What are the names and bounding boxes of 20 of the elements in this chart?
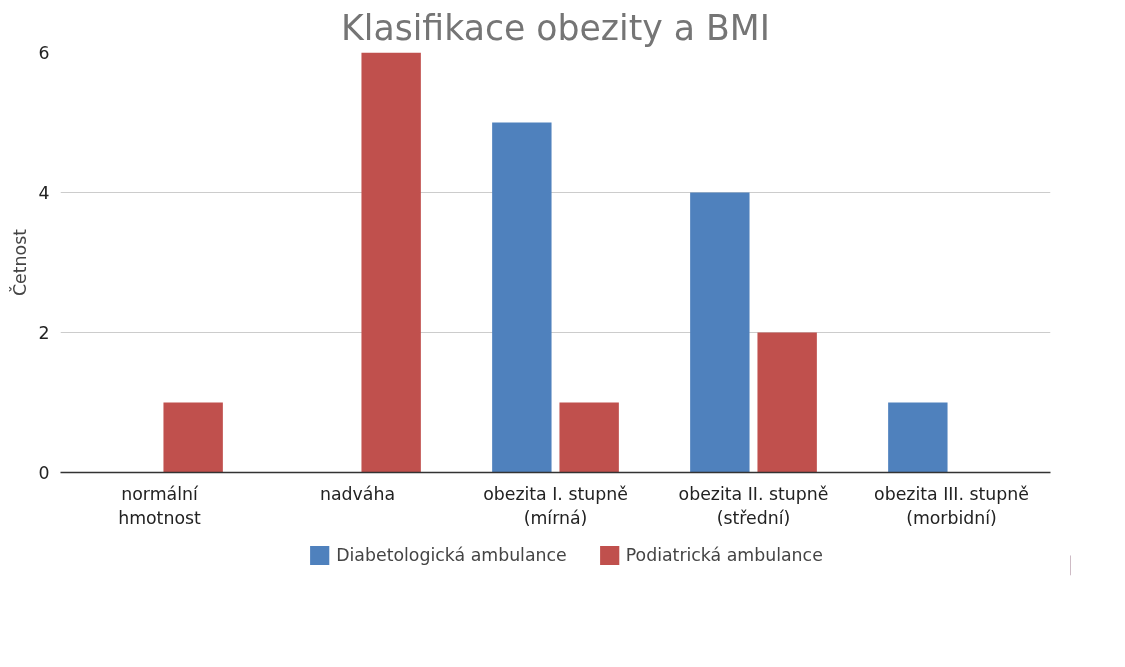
x-tick-label: normální hmotnost xyxy=(118,483,202,528)
bar xyxy=(757,332,817,473)
y-tick-label: 4 xyxy=(38,183,50,203)
bar xyxy=(888,402,948,473)
legend-label: Diabetologická ambulance xyxy=(336,545,567,565)
bar xyxy=(163,402,223,473)
chart-title: Klasifikace obezity a BMI xyxy=(341,7,770,48)
x-tick-label: obezita II. stupně (střední) xyxy=(678,483,829,528)
y-tick-label: 0 xyxy=(38,463,50,483)
bar xyxy=(559,402,619,473)
y-axis-title: Četnost xyxy=(9,228,31,296)
x-tick-label: obezita I. stupně (mírná) xyxy=(483,483,628,528)
x-tick-label: nadváha xyxy=(319,483,396,504)
legend-label: Podiatrická ambulance xyxy=(625,545,823,565)
y-tick-label: 2 xyxy=(38,323,50,343)
y-tick-label: 6 xyxy=(38,43,50,63)
bar xyxy=(492,122,552,473)
x-tick-label: obezita III. stupně (morbidní) xyxy=(874,483,1029,528)
bar xyxy=(690,192,750,473)
bar xyxy=(361,52,421,473)
